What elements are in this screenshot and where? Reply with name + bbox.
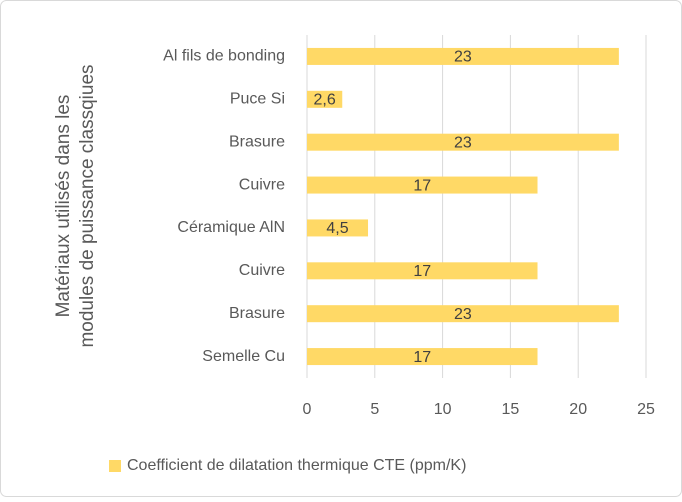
- bar: [307, 262, 538, 280]
- x-tick-label: 0: [303, 401, 312, 418]
- bar: [307, 176, 538, 194]
- legend-swatch: [109, 460, 121, 472]
- y-tick-label: Brasure: [229, 133, 285, 150]
- value-label: 23: [454, 306, 472, 323]
- x-tick-label: 20: [569, 401, 587, 418]
- value-label: 17: [413, 263, 431, 280]
- y-tick-label: Cuivre: [239, 262, 285, 279]
- bar: [307, 219, 369, 237]
- y-tick-label: Cuivre: [239, 176, 285, 193]
- y-tick-label: Al fils de bonding: [163, 48, 285, 65]
- value-label: 23: [454, 49, 472, 66]
- value-label: 2,6: [314, 92, 336, 109]
- y-tick-label: Brasure: [229, 305, 285, 322]
- bar: [307, 133, 619, 151]
- x-tick-label: 5: [370, 401, 379, 418]
- x-tick-label: 15: [502, 401, 520, 418]
- legend-label: Coefficient de dilatation thermique CTE …: [127, 457, 466, 474]
- y-tick-label: Céramique AlN: [177, 219, 285, 236]
- x-tick-label: 10: [434, 401, 452, 418]
- bar: [307, 305, 619, 323]
- bar: [307, 47, 619, 65]
- y-axis-title: Matériaux utilisés dans les: [53, 95, 74, 318]
- y-axis-title: modules de puissance classqiues: [77, 64, 98, 347]
- bar: [307, 90, 343, 108]
- y-tick-label: Puce Si: [230, 91, 285, 108]
- value-label: 17: [413, 349, 431, 366]
- y-tick-label: Semelle Cu: [202, 348, 285, 365]
- bar: [307, 348, 538, 366]
- value-label: 17: [413, 177, 431, 194]
- x-tick-label: 25: [637, 401, 655, 418]
- value-label: 23: [454, 134, 472, 151]
- value-label: 4,5: [326, 220, 348, 237]
